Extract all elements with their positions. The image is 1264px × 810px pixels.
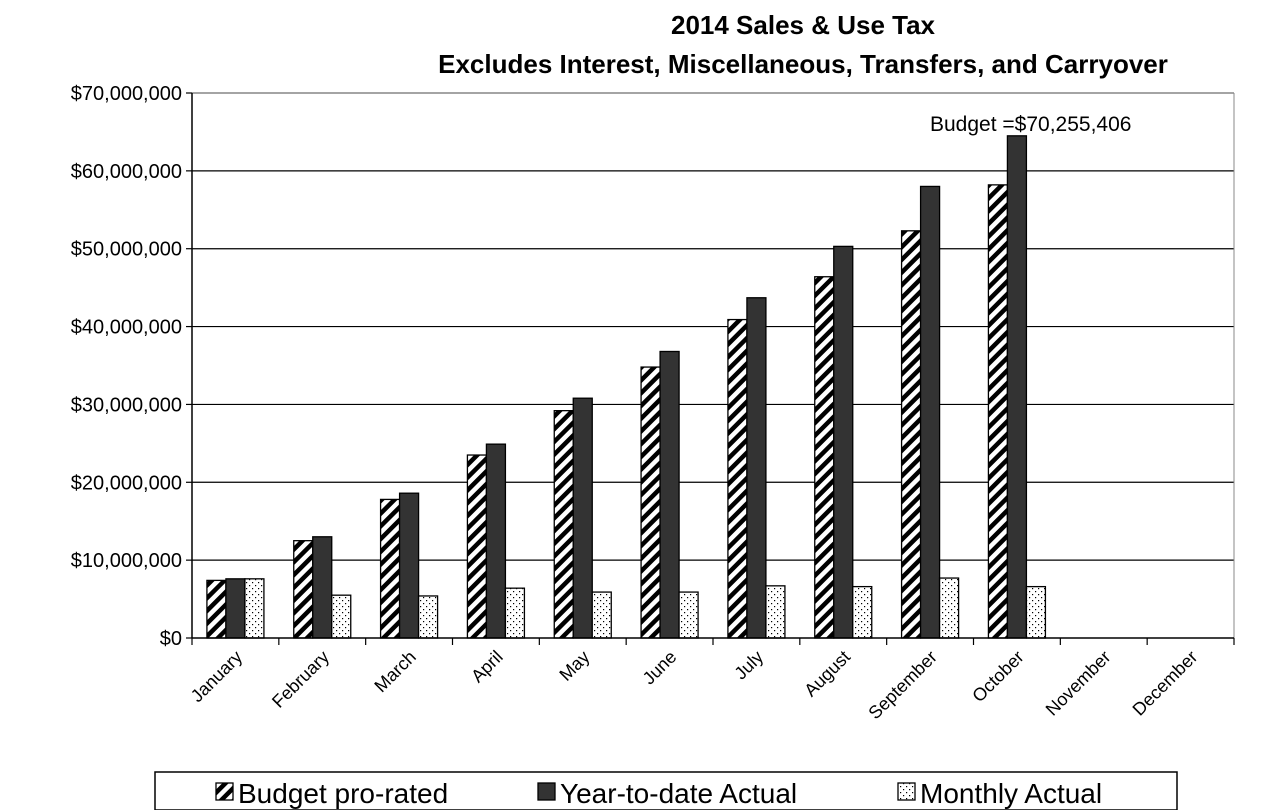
bar-monthly-actual	[1025, 585, 1047, 639]
bar-year-to-date-actual	[1006, 135, 1028, 639]
bar-year-to-date-actual	[659, 350, 680, 639]
y-tick-label: $30,000,000	[71, 394, 182, 416]
y-tick-label: $20,000,000	[71, 472, 182, 494]
legend-box	[154, 771, 1178, 810]
bar-year-to-date-actual	[919, 185, 941, 639]
x-tick-label: March	[370, 647, 420, 697]
bar-budget-pro-rated	[293, 540, 314, 639]
legend-item-year-to-date-actual: Year-to-date Actual	[537, 778, 797, 809]
bar-monthly-actual	[504, 587, 526, 639]
bar-budget-pro-rated	[987, 184, 1009, 639]
x-tick-label: September	[865, 647, 941, 723]
legend: Budget pro-rated Year-to-date Actual Month…	[154, 771, 1178, 810]
bar-monthly-actual	[765, 585, 786, 639]
bar-monthly-actual	[244, 578, 265, 639]
bar-year-to-date-actual	[398, 492, 420, 639]
bar-year-to-date-actual	[225, 578, 246, 639]
bar-year-to-date-actual	[572, 397, 593, 639]
bar-budget-pro-rated	[814, 276, 835, 639]
x-tick-label: June	[639, 647, 681, 689]
x-tick-label: July	[730, 647, 767, 684]
bar-budget-pro-rated	[727, 318, 748, 639]
y-tick-label: $0	[160, 628, 182, 650]
y-tick-label: $40,000,000	[71, 317, 182, 339]
x-tick-label: February	[268, 647, 333, 712]
chart-subtitle: Excludes Interest, Miscellaneous, Transf…	[438, 49, 1168, 79]
bar-monthly-actual	[678, 591, 699, 639]
legend-swatch	[537, 782, 556, 801]
legend-item-budget-pro-rated: Budget pro-rated	[215, 778, 448, 809]
bar-monthly-actual	[331, 594, 352, 639]
bar-budget-pro-rated	[206, 579, 227, 639]
bars	[206, 135, 1047, 639]
bar-year-to-date-actual	[833, 245, 854, 639]
x-tick-label: November	[1042, 647, 1115, 720]
axes	[191, 92, 1235, 639]
x-tick-label: August	[800, 647, 854, 701]
bar-budget-pro-rated	[379, 498, 401, 639]
x-axis-ticks: January February March April May June July Augu…	[187, 638, 1235, 723]
bar-year-to-date-actual	[746, 297, 767, 639]
legend-label: Year-to-date Actual	[560, 778, 797, 809]
bar-budget-pro-rated	[640, 366, 661, 639]
grid-lines	[192, 92, 1234, 561]
bar-budget-pro-rated	[900, 230, 922, 639]
budget-annotation: Budget =$70,255,406	[930, 113, 1131, 136]
bar-monthly-actual	[938, 577, 960, 639]
x-tick-label: October	[968, 647, 1027, 706]
legend-swatch	[215, 782, 234, 801]
bar-monthly-actual	[417, 595, 439, 639]
chart-title: 2014 Sales & Use Tax	[671, 10, 936, 40]
x-tick-label: December	[1129, 647, 1202, 720]
bar-monthly-actual	[591, 591, 612, 639]
legend-item-monthly-actual: Monthly Actual	[897, 778, 1102, 809]
bar-budget-pro-rated	[466, 454, 488, 639]
y-tick-label: $70,000,000	[71, 83, 182, 105]
y-axis-ticks: $0 $10,000,000 $20,000,000 $30,000,000 $40,0…	[71, 83, 192, 650]
x-tick-label: April	[467, 647, 507, 687]
y-tick-label: $50,000,000	[71, 239, 182, 261]
legend-swatch	[897, 782, 916, 801]
bar-year-to-date-actual	[485, 443, 507, 639]
y-tick-label: $10,000,000	[71, 550, 182, 572]
x-tick-label: May	[555, 647, 593, 685]
legend-label: Monthly Actual	[920, 778, 1102, 809]
bar-budget-pro-rated	[553, 410, 574, 639]
y-tick-label: $60,000,000	[71, 161, 182, 183]
bar-monthly-actual	[852, 585, 873, 639]
bar-year-to-date-actual	[312, 536, 333, 639]
x-tick-label: January	[187, 647, 246, 706]
legend-label: Budget pro-rated	[238, 778, 448, 809]
